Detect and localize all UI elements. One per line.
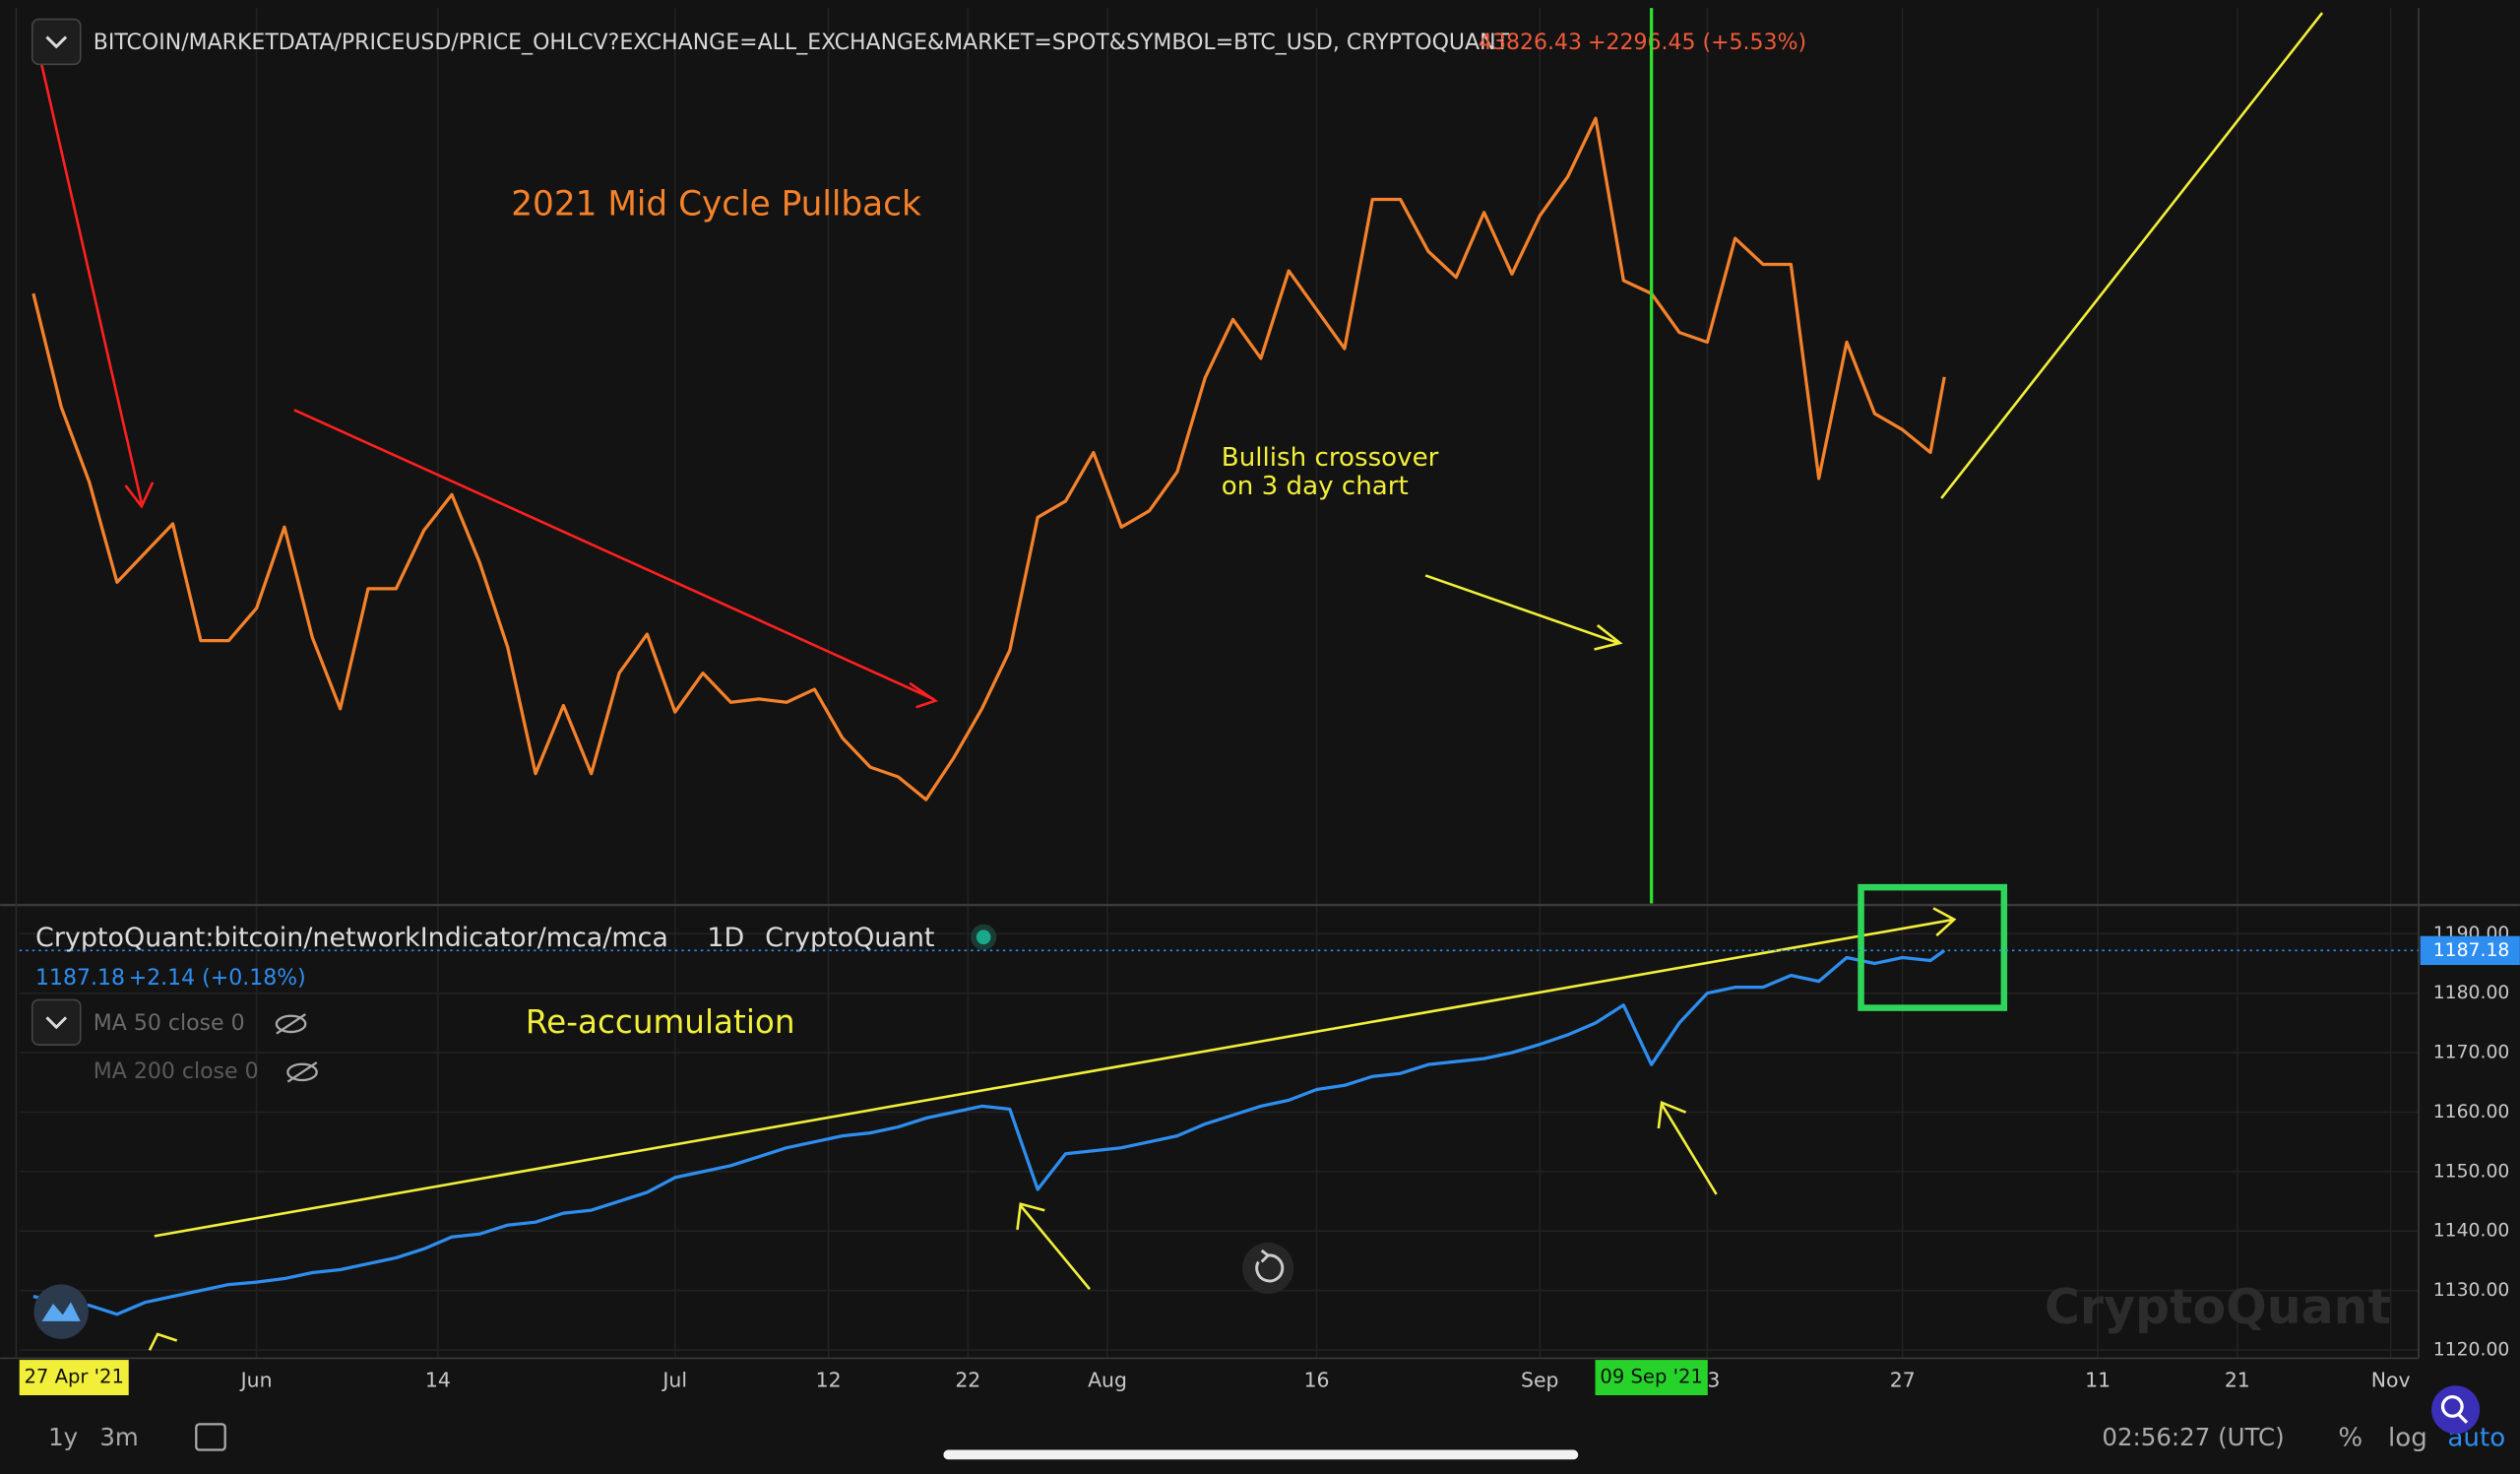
series-line (32, 116, 1946, 801)
x-tick-label: 22 (955, 1368, 980, 1391)
reset-icon (1255, 1253, 1285, 1283)
status-dot (976, 929, 991, 945)
x-tick-label: 14 (425, 1368, 451, 1391)
search-icon (2457, 1413, 2469, 1424)
price-change: +2296.45 (+5.53%) (1588, 31, 1806, 55)
marker-date-label: 09 Sep '21 (1600, 1366, 1703, 1388)
interval: 1D (707, 923, 744, 953)
watermark: CryptoQuant (2045, 1279, 2391, 1335)
series-title: BITCOIN/MARKETDATA/PRICEUSD/PRICE_OHLCV?… (94, 31, 1510, 55)
annotation: 2021 Mid Cycle Pullback (511, 184, 921, 224)
logo[interactable] (33, 1284, 89, 1339)
y2-tick-label: 1150.00 (2433, 1161, 2510, 1182)
arrow-head (148, 1332, 178, 1351)
arrow-head (1932, 907, 1957, 937)
last-value-label: 1187.18 (2433, 940, 2510, 961)
eye-slash (286, 1061, 318, 1083)
home-indicator (943, 1449, 1579, 1460)
study-label: MA 50 close 0 (94, 1011, 245, 1036)
study-label: MA 200 close 0 (94, 1059, 259, 1084)
annotation: Re-accumulation (526, 1003, 795, 1041)
chevron-icon (45, 35, 68, 49)
clock: 02:56:27 (UTC) (2102, 1423, 2284, 1451)
projection-line (1940, 12, 2324, 499)
y2-tick-label: 1180.00 (2433, 983, 2510, 1003)
last-price: 43826.43 (1479, 31, 1582, 55)
source: CryptoQuant (765, 923, 934, 953)
arrow-head (909, 681, 939, 709)
eye-icon[interactable] (286, 1062, 318, 1082)
arrow (1019, 1204, 1091, 1291)
marker-date-box (1595, 1360, 1708, 1396)
hidden-icons (275, 1013, 318, 1083)
y2-tick-label: 1160.00 (2433, 1102, 2510, 1122)
x-tick-label: 21 (2225, 1368, 2250, 1391)
x-tick-label: Nov (2371, 1368, 2411, 1391)
indicator-last-value: 1187.18 (35, 966, 125, 991)
indicator-title: CryptoQuant:bitcoin/networkIndicator/mca… (35, 923, 668, 953)
range-button[interactable]: 3m (99, 1423, 138, 1451)
x-tick-label: Sep (1521, 1368, 1558, 1391)
arrow (1424, 574, 1619, 645)
highlight-box (1858, 883, 2008, 1011)
x-tick-label: 11 (2085, 1368, 2110, 1391)
grid (19, 8, 2420, 1359)
last-value-badge (2420, 935, 2520, 966)
arrow (293, 409, 935, 701)
chevron-icon (45, 1016, 68, 1030)
search-icon (2440, 1395, 2464, 1418)
red-arrows (37, 50, 939, 709)
x-tick-label: Aug (1088, 1368, 1127, 1391)
start-date-label: 27 Apr '21 (24, 1366, 124, 1388)
collapse-button[interactable] (31, 18, 82, 66)
y2-tick-label: 1120.00 (2433, 1340, 2510, 1361)
logo-mark (41, 1302, 81, 1321)
start-date-box (19, 1360, 129, 1396)
arrow-head (1594, 624, 1623, 651)
arrow-head (124, 481, 155, 509)
date-range-icon[interactable] (195, 1423, 226, 1451)
y2-tick-label: 1170.00 (2433, 1043, 2510, 1063)
axes: Jun14Jul1222Aug16Sep13271121Nov1120.0011… (19, 8, 2520, 1396)
reset-icon-head (1260, 1249, 1271, 1263)
search-button[interactable] (2431, 1385, 2481, 1435)
arrow (1661, 1103, 1718, 1195)
x-tick-label: 16 (1304, 1368, 1330, 1391)
x-tick-label: 12 (816, 1368, 842, 1391)
eye-icon[interactable] (275, 1014, 307, 1034)
y2-tick-label: 1130.00 (2433, 1280, 2510, 1301)
series-line (32, 949, 1946, 1316)
arrow (37, 50, 144, 504)
trend-line (154, 918, 1955, 1238)
x-tick-label: 27 (1890, 1368, 1916, 1391)
range-button[interactable]: 1y (48, 1423, 78, 1451)
reset-button[interactable] (1242, 1242, 1294, 1295)
annotation: on 3 day chart (1222, 472, 1409, 501)
eye-slash (276, 1013, 306, 1035)
scale-button[interactable]: % (2338, 1424, 2362, 1453)
arrow-head (1657, 1101, 1687, 1129)
x-tick-label: Jun (239, 1368, 273, 1391)
annotation: Bullish crossover (1222, 443, 1439, 473)
y2-tick-label: 1140.00 (2433, 1221, 2510, 1242)
arrow-head (1016, 1202, 1045, 1231)
yellow-lines (148, 12, 2324, 1351)
scale-button[interactable]: log (2388, 1424, 2427, 1453)
studies-toggle[interactable] (31, 998, 82, 1046)
x-tick-label: Jul (661, 1368, 687, 1391)
indicator-change: +2.14 (+0.18%) (129, 966, 306, 991)
series-lines (32, 116, 1946, 1316)
